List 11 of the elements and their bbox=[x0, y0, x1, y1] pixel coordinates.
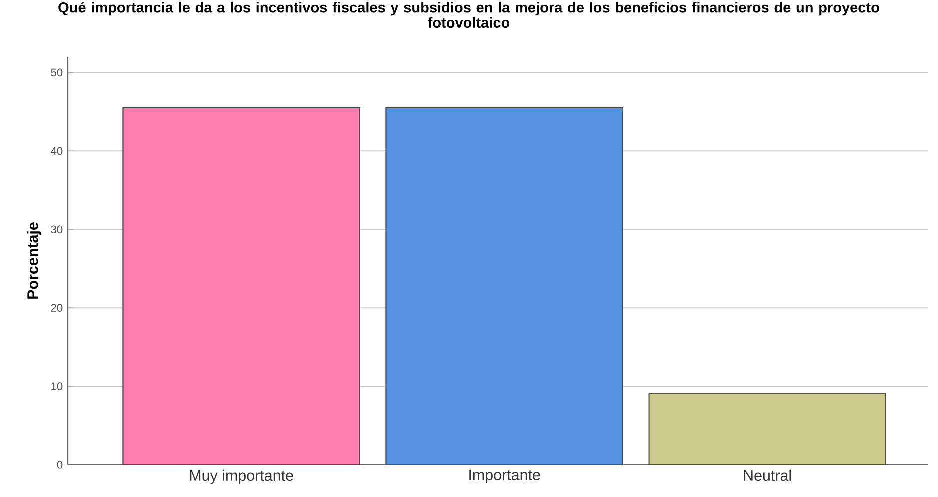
y-tick-label: 20 bbox=[51, 304, 63, 312]
y-tick-label: 30 bbox=[51, 226, 63, 234]
x-tick-label: Muy importante bbox=[190, 470, 294, 484]
y-tick-label: 40 bbox=[51, 147, 63, 156]
x-tick-label: Importante bbox=[470, 470, 540, 484]
y-axis-title: Porcentaje bbox=[27, 222, 42, 299]
y-tick-label: 10 bbox=[52, 382, 63, 390]
x-tick-label: Neutral bbox=[744, 470, 792, 482]
y-tick-label: 0 bbox=[57, 461, 63, 469]
chart-title: Qué importancia le da a los incentivos fiscales y subsidios en la mejora de los beneficios financieros de un proyecto fotovoltaico bbox=[58, 2, 880, 28]
y-tick-label: 50 bbox=[51, 68, 63, 77]
